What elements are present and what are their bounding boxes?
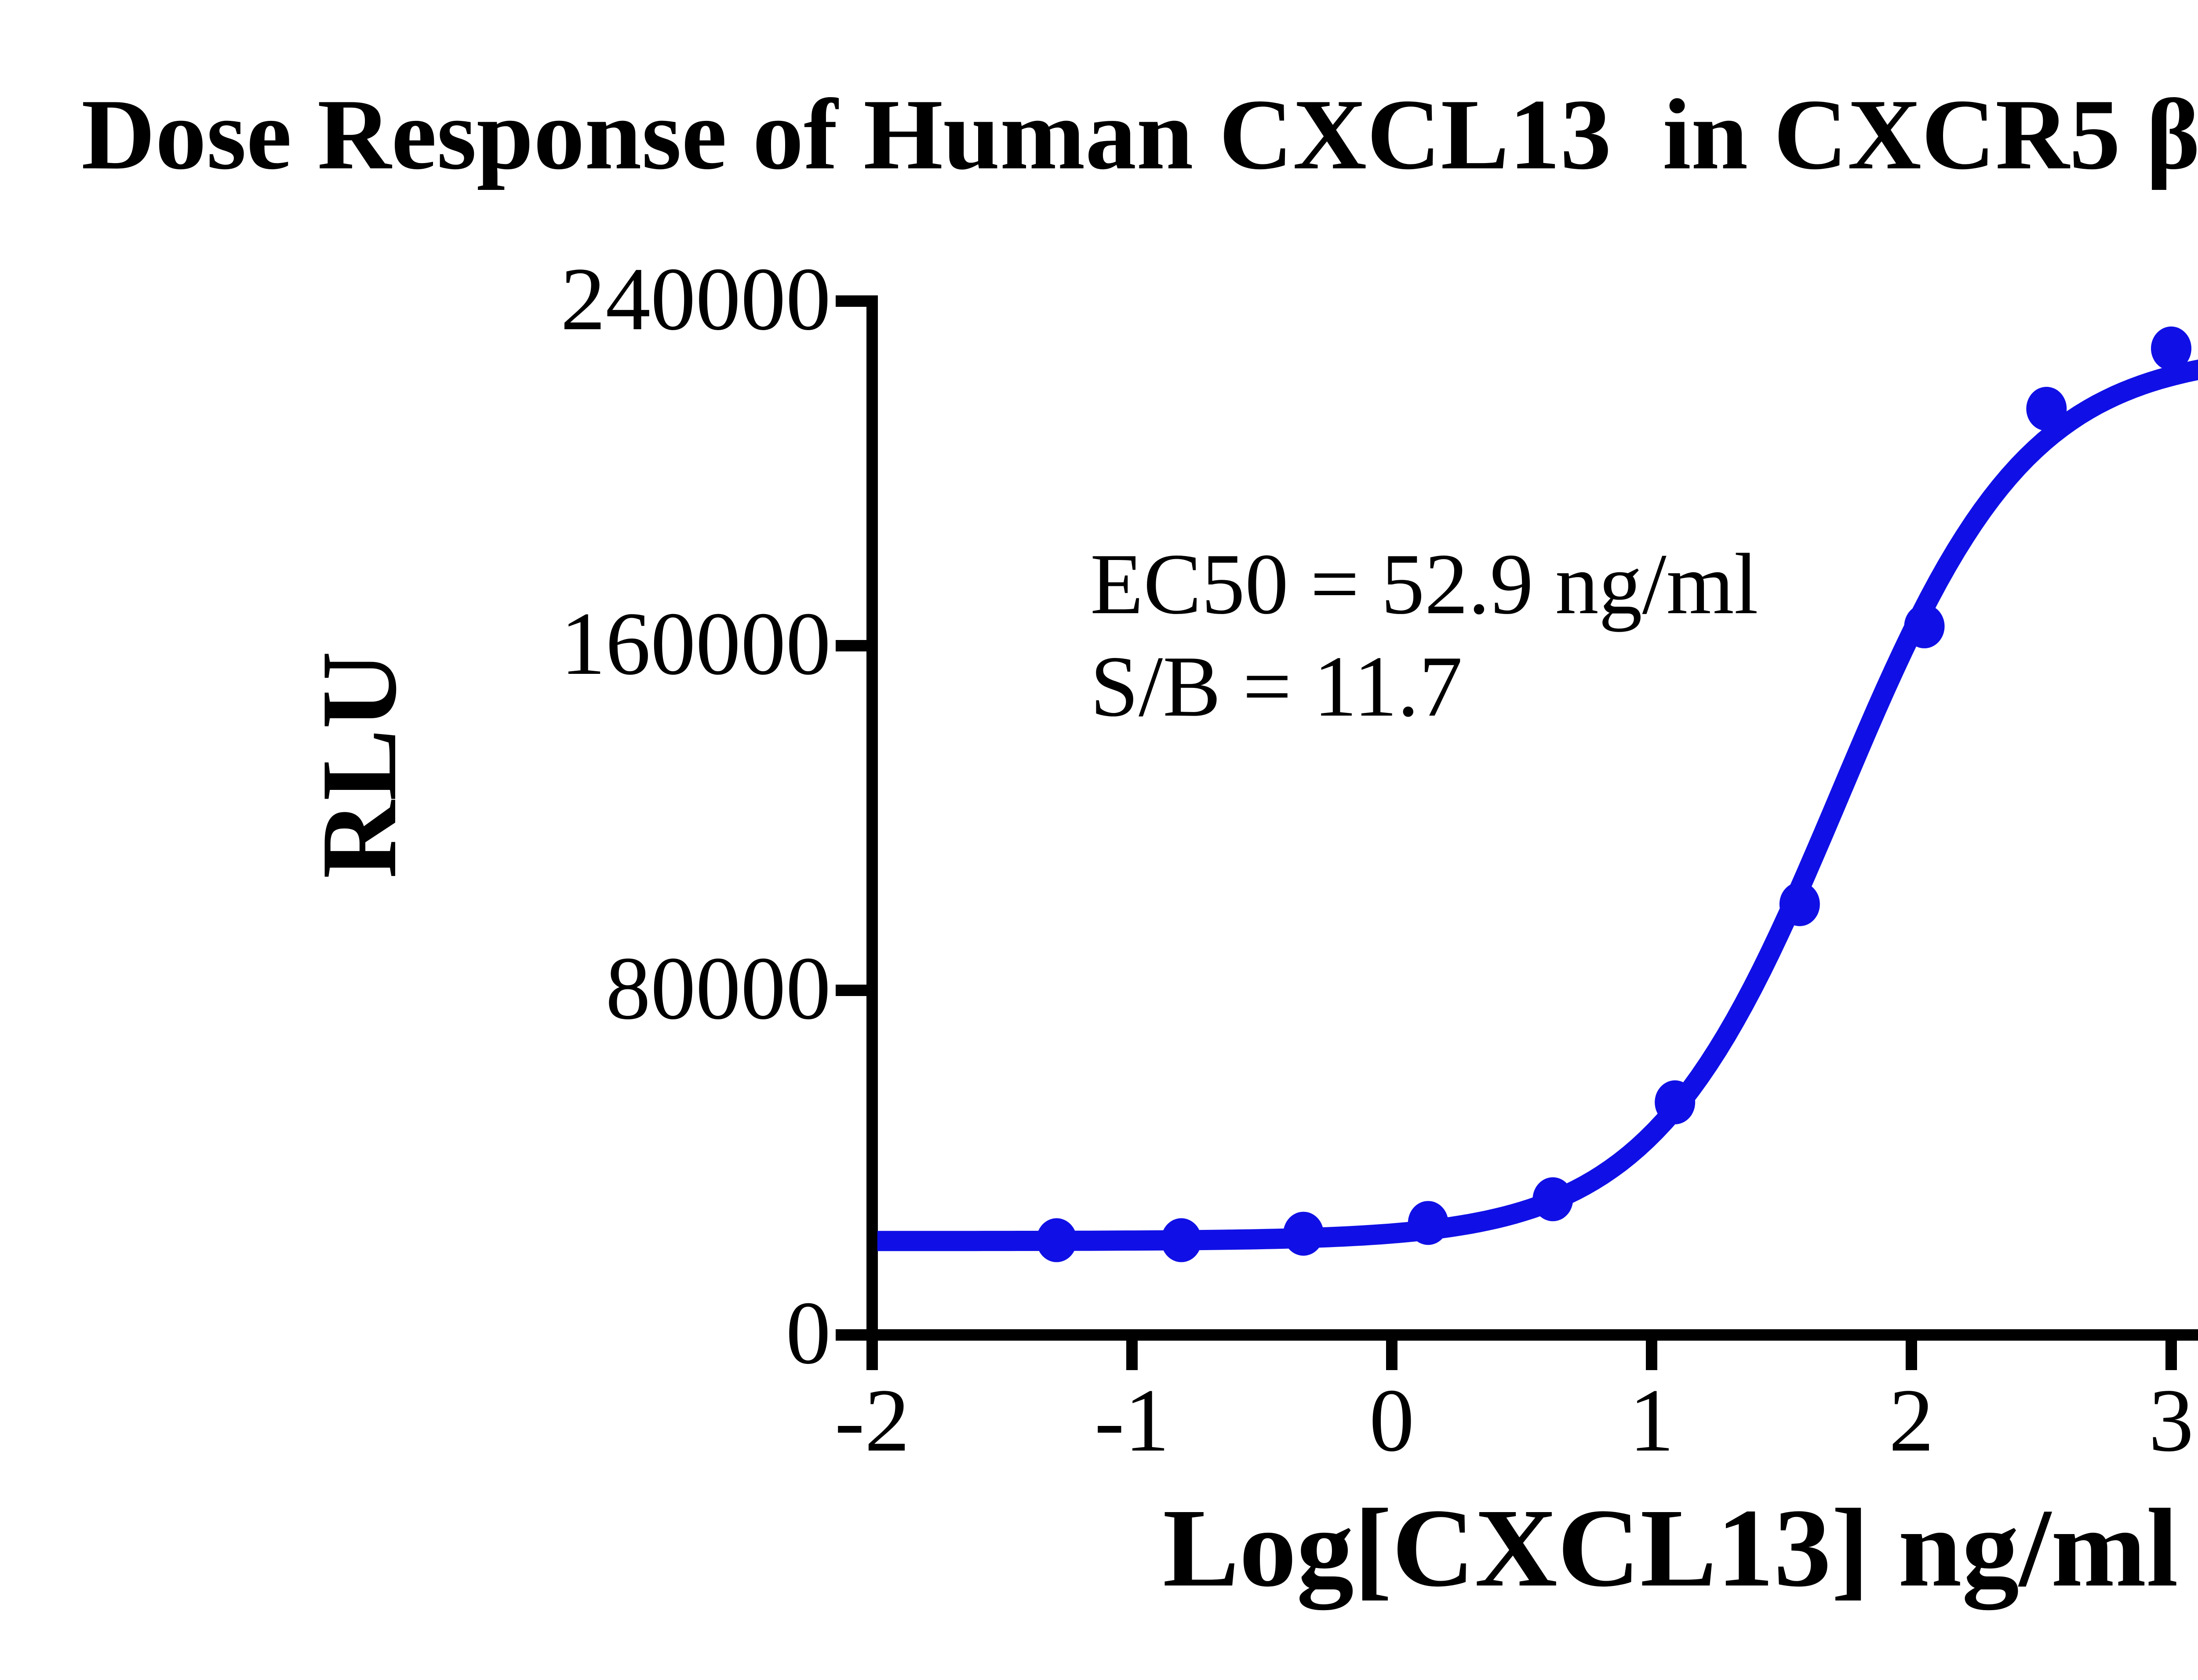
data-point bbox=[1036, 1218, 1077, 1262]
y-tick-label: 160000 bbox=[560, 594, 831, 694]
chart-title: Dose Response of Human CXCL13 in CXCR5 β… bbox=[81, 78, 2198, 190]
x-tick-label: -2 bbox=[835, 1371, 910, 1470]
y-axis-label: RLU bbox=[299, 651, 418, 878]
x-tick-label: 3 bbox=[2149, 1371, 2194, 1470]
x-axis-label: Log[CXCL13] ng/ml bbox=[1163, 1486, 2178, 1610]
x-tick-label: -1 bbox=[1095, 1371, 1170, 1470]
data-point bbox=[1161, 1218, 1202, 1262]
data-point bbox=[2151, 326, 2191, 371]
ec50-annotation: EC50 = 52.9 ng/ml bbox=[1090, 536, 1758, 632]
fit-curve bbox=[877, 360, 2198, 1251]
data-point bbox=[1408, 1201, 1448, 1245]
data-point bbox=[2026, 387, 2067, 431]
y-tick-label: 80000 bbox=[606, 938, 831, 1038]
data-point bbox=[1779, 882, 1820, 926]
y-tick-label: 0 bbox=[786, 1283, 831, 1383]
data-series bbox=[877, 326, 2198, 1262]
sb-annotation: S/B = 11.7 bbox=[1090, 638, 1463, 735]
x-tick-label: 2 bbox=[1889, 1371, 1934, 1470]
y-tick-label: 240000 bbox=[560, 249, 831, 349]
axes bbox=[836, 295, 2198, 1370]
data-point bbox=[1655, 1080, 1696, 1124]
data-point bbox=[1532, 1177, 1573, 1222]
data-point bbox=[1283, 1211, 1324, 1256]
x-tick-label: 1 bbox=[1629, 1371, 1674, 1470]
x-tick-label: 0 bbox=[1369, 1371, 1415, 1470]
data-point bbox=[1904, 604, 1945, 648]
